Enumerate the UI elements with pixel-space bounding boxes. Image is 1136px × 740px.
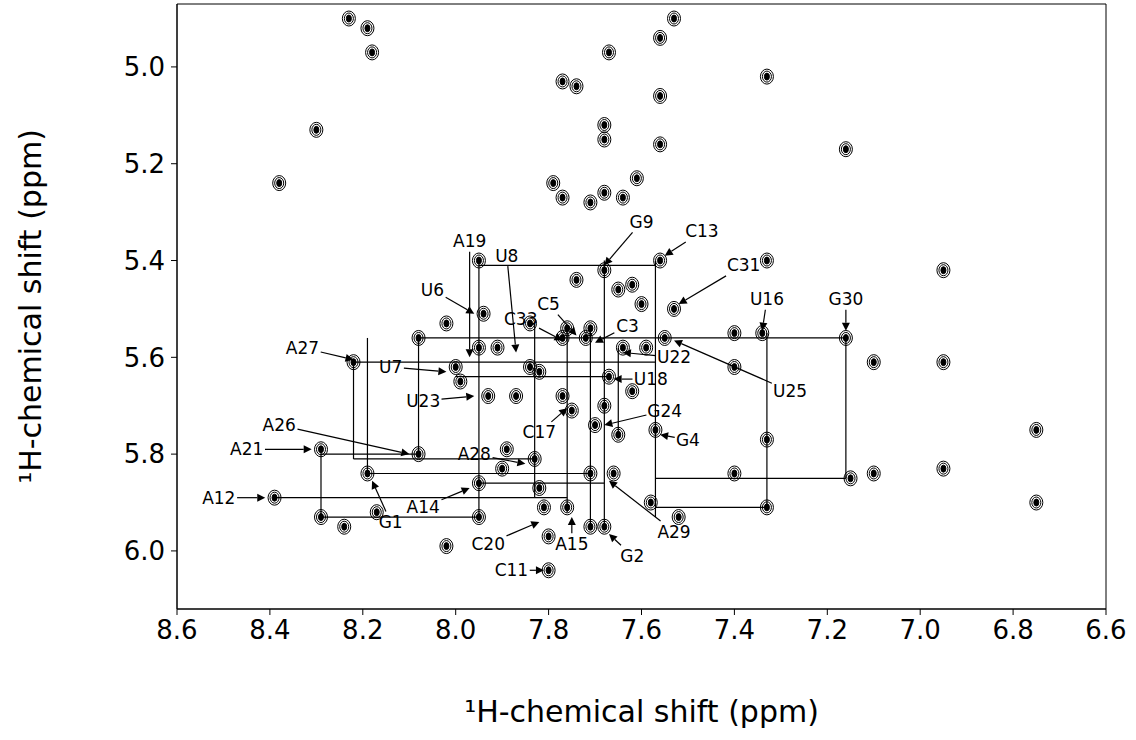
- svg-text:6.8: 6.8: [992, 615, 1033, 645]
- svg-text:6.6: 6.6: [1085, 615, 1126, 645]
- svg-text:A21: A21: [230, 439, 263, 459]
- svg-text:U7: U7: [379, 357, 402, 377]
- svg-text:G24: G24: [647, 401, 682, 421]
- svg-text:U6: U6: [421, 280, 444, 300]
- svg-text:C33: C33: [504, 309, 538, 329]
- svg-text:U8: U8: [495, 246, 518, 266]
- svg-text:A29: A29: [657, 522, 690, 542]
- svg-text:C31: C31: [727, 255, 761, 275]
- svg-text:A27: A27: [286, 338, 319, 358]
- svg-text:7.2: 7.2: [807, 615, 848, 645]
- svg-text:5.6: 5.6: [124, 343, 165, 373]
- svg-text:C3: C3: [616, 316, 639, 336]
- svg-text:G4: G4: [676, 430, 700, 450]
- svg-text:8.2: 8.2: [342, 615, 383, 645]
- svg-text:U25: U25: [773, 381, 807, 401]
- svg-text:U22: U22: [657, 347, 691, 367]
- svg-text:G2: G2: [620, 546, 644, 566]
- svg-text:C13: C13: [685, 221, 719, 241]
- svg-text:5.2: 5.2: [124, 149, 165, 179]
- svg-text:7.6: 7.6: [621, 615, 662, 645]
- svg-text:U16: U16: [750, 289, 784, 309]
- svg-text:U23: U23: [406, 391, 440, 411]
- svg-text:C5: C5: [537, 294, 560, 314]
- svg-text:A26: A26: [263, 415, 296, 435]
- svg-text:5.8: 5.8: [124, 439, 165, 469]
- svg-text:5.0: 5.0: [124, 52, 165, 82]
- svg-text:7.4: 7.4: [714, 615, 755, 645]
- svg-text:8.0: 8.0: [435, 615, 476, 645]
- svg-text:G30: G30: [828, 289, 863, 309]
- svg-text:¹H-chemical shift (ppm): ¹H-chemical shift (ppm): [464, 694, 819, 729]
- svg-text:A28: A28: [458, 444, 491, 464]
- svg-text:U18: U18: [634, 369, 668, 389]
- svg-text:C20: C20: [471, 534, 505, 554]
- svg-text:6.0: 6.0: [124, 536, 165, 566]
- svg-text:C17: C17: [523, 422, 557, 442]
- svg-text:A14: A14: [407, 497, 440, 517]
- svg-text:¹H-chemical shift (ppm): ¹H-chemical shift (ppm): [13, 129, 48, 484]
- svg-text:7.8: 7.8: [528, 615, 569, 645]
- svg-text:A19: A19: [453, 231, 486, 251]
- svg-text:G9: G9: [630, 212, 654, 232]
- svg-text:G1: G1: [379, 512, 403, 532]
- svg-text:7.0: 7.0: [900, 615, 941, 645]
- svg-text:C11: C11: [495, 560, 529, 580]
- svg-text:5.4: 5.4: [124, 246, 165, 276]
- svg-text:A15: A15: [555, 534, 588, 554]
- svg-text:8.4: 8.4: [249, 615, 290, 645]
- svg-text:A12: A12: [202, 488, 235, 508]
- svg-text:8.6: 8.6: [156, 615, 197, 645]
